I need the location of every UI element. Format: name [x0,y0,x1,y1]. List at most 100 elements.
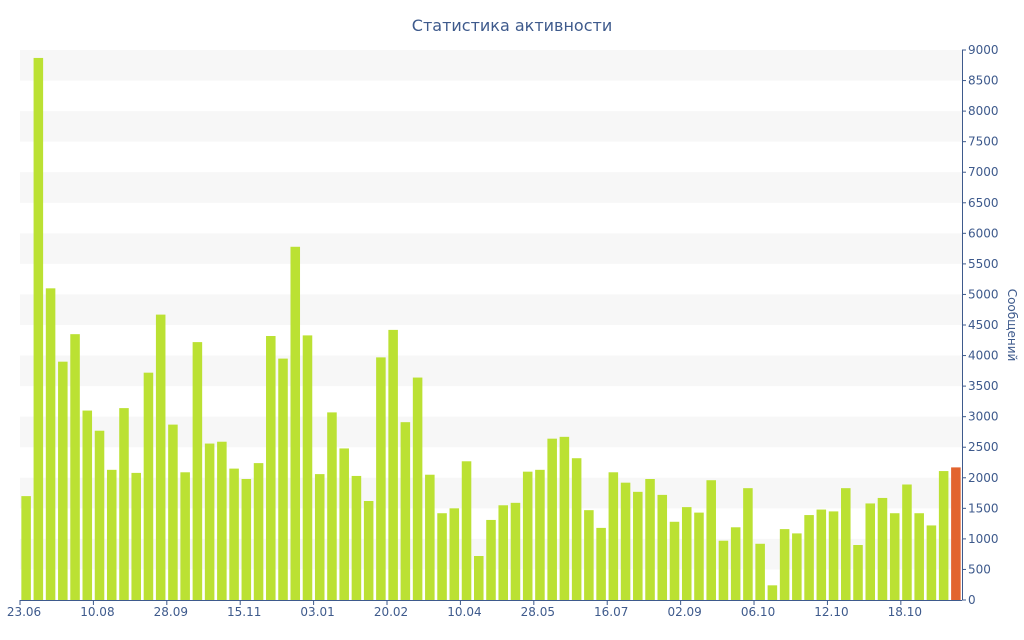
y-axis-ticks: 0 500 1000 1500 2000 2500 3000 3500 4000 4500 5000… [962,43,999,607]
bar [608,472,619,600]
bar [33,57,44,600]
bar [241,479,252,600]
bar [571,458,582,600]
bar [522,471,533,600]
bar [914,513,924,600]
bar [143,372,154,600]
y-tick-label: 0 [968,593,976,607]
y-tick-label: 8000 [968,104,999,118]
y-tick-label: 2000 [968,471,999,485]
y-tick-label: 5500 [968,257,999,271]
x-axis-ticks: 23.06 10.08 28.09 15.11 03.01 20.02 10.04 28.05… [7,600,922,619]
bar [278,358,288,600]
x-tick-label: 16.07 [594,605,628,619]
bar [730,527,741,600]
chart-title: Статистика активности [412,16,612,35]
bar [767,585,778,600]
y-tick-label: 4000 [968,349,999,363]
bar [168,424,178,600]
y-tick-label: 5000 [968,287,999,301]
y-tick-label: 9000 [968,43,999,57]
y-tick-label: 1500 [968,501,999,515]
bar [119,408,129,600]
bar [706,480,716,600]
bar [21,496,31,600]
bar [106,469,117,600]
y-tick-label: 7500 [968,135,999,149]
bar-highlighted [951,467,961,600]
bar [58,361,68,600]
bar [755,543,765,600]
y-tick-label: 2500 [968,440,999,454]
bar [351,475,362,600]
y-tick-label: 7000 [968,165,999,179]
bar [694,512,704,600]
bar [376,357,386,600]
bar [327,412,337,600]
bars [21,57,961,600]
bar [486,519,496,600]
bar [889,513,900,600]
bar [877,497,888,600]
x-tick-label: 15.11 [227,605,261,619]
bar [180,472,190,600]
y-axis-label: Сообщений [1005,289,1019,362]
bar [449,508,460,600]
bar [926,525,937,600]
y-tick-label: 3500 [968,379,999,393]
x-tick-label: 10.08 [80,605,114,619]
x-tick-label: 23.06 [7,605,41,619]
y-tick-label: 1000 [968,532,999,546]
bar [596,527,606,600]
y-tick-label: 6000 [968,226,999,240]
bar [902,484,912,600]
grid-bands [20,50,962,570]
bar [425,474,435,600]
x-tick-label: 12.10 [814,605,848,619]
grid-band [20,111,962,142]
bar [633,491,643,600]
x-tick-label: 03.01 [300,605,334,619]
bar [816,509,827,600]
grid-band [20,294,962,325]
bar [314,474,325,600]
bar [192,342,203,600]
bar [681,507,692,600]
bar [302,335,313,600]
grid-band [20,50,962,81]
y-tick-label: 8500 [968,74,999,88]
bar [412,377,423,600]
bar [70,334,80,600]
bar [498,505,508,600]
x-tick-label: 10.04 [447,605,481,619]
bar [474,556,484,600]
bar [290,246,301,600]
bar [779,529,790,600]
bar [804,515,814,600]
bar [388,329,398,600]
bar [645,479,655,600]
bar [718,540,729,600]
x-tick-label: 02.09 [667,605,701,619]
x-tick-label: 06.10 [741,605,775,619]
bar [510,502,521,600]
bar [363,501,374,600]
grid-band [20,233,962,264]
x-tick-label: 28.09 [154,605,188,619]
bar [853,545,863,600]
x-tick-label: 20.02 [374,605,408,619]
bar [45,288,56,600]
y-tick-label: 500 [968,562,991,576]
bar [584,510,594,600]
bar [437,513,447,600]
bar [669,521,680,600]
bar [535,469,545,600]
bar [841,488,851,600]
grid-band [20,355,962,387]
y-tick-label: 6500 [968,196,999,210]
x-tick-label: 18.10 [888,605,922,619]
bar [559,436,570,600]
bar [266,336,276,600]
bar [657,494,668,600]
y-tick-label: 4500 [968,318,999,332]
